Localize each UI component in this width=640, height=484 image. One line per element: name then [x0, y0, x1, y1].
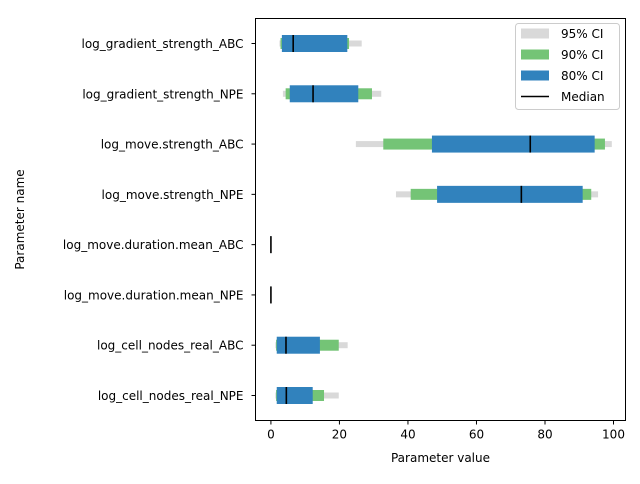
- y-tick-label: log_cell_nodes_real_ABC: [97, 339, 244, 353]
- legend-label: 90% CI: [561, 48, 603, 62]
- ci80-bar: [281, 35, 348, 52]
- ci80-bar: [276, 336, 320, 354]
- y-tick-label: log_cell_nodes_real_NPE: [98, 389, 244, 403]
- legend-label: 95% CI: [561, 27, 603, 41]
- x-tick-labels: 0 20 40 60 80 100: [267, 420, 625, 442]
- y-tick-label: log_move.strength_NPE: [102, 188, 244, 202]
- legend-frame: [515, 23, 620, 110]
- y-tick-label: log_move.duration.mean_ABC: [63, 238, 244, 252]
- x-tick-label: 0: [267, 428, 275, 442]
- legend-ci95-swatch: [521, 28, 549, 39]
- y-tick-label: log_move.strength_ABC: [101, 138, 244, 152]
- y-axis-label: Parameter name: [13, 169, 27, 269]
- ci80-bar: [276, 387, 313, 404]
- ci80-bar: [289, 85, 359, 103]
- x-tick-label: 20: [332, 428, 347, 442]
- y-tick-label: log_gradient_strength_ABC: [82, 37, 244, 51]
- legend: 95% CI 90% CI 80% CI Median: [515, 23, 620, 110]
- x-tick-label: 80: [537, 428, 552, 442]
- legend-label: Median: [561, 90, 605, 104]
- y-tick-label: log_move.duration.mean_NPE: [64, 288, 244, 302]
- intervals-layer: [270, 35, 612, 404]
- legend-ci80-swatch: [521, 70, 549, 81]
- x-tick-label: 60: [469, 428, 484, 442]
- y-tick-label: log_gradient_strength_NPE: [82, 87, 243, 101]
- x-tick-label: 40: [400, 428, 415, 442]
- y-tick-labels: log_gradient_strength_ABC log_gradient_st…: [63, 37, 256, 403]
- legend-ci90-swatch: [521, 49, 549, 60]
- x-tick-label: 100: [602, 428, 625, 442]
- ci80-bar: [437, 185, 583, 203]
- ci80-bar: [431, 135, 595, 153]
- plot-frame: [255, 18, 626, 421]
- x-axis-label: Parameter value: [391, 451, 490, 465]
- legend-label: 80% CI: [561, 69, 603, 83]
